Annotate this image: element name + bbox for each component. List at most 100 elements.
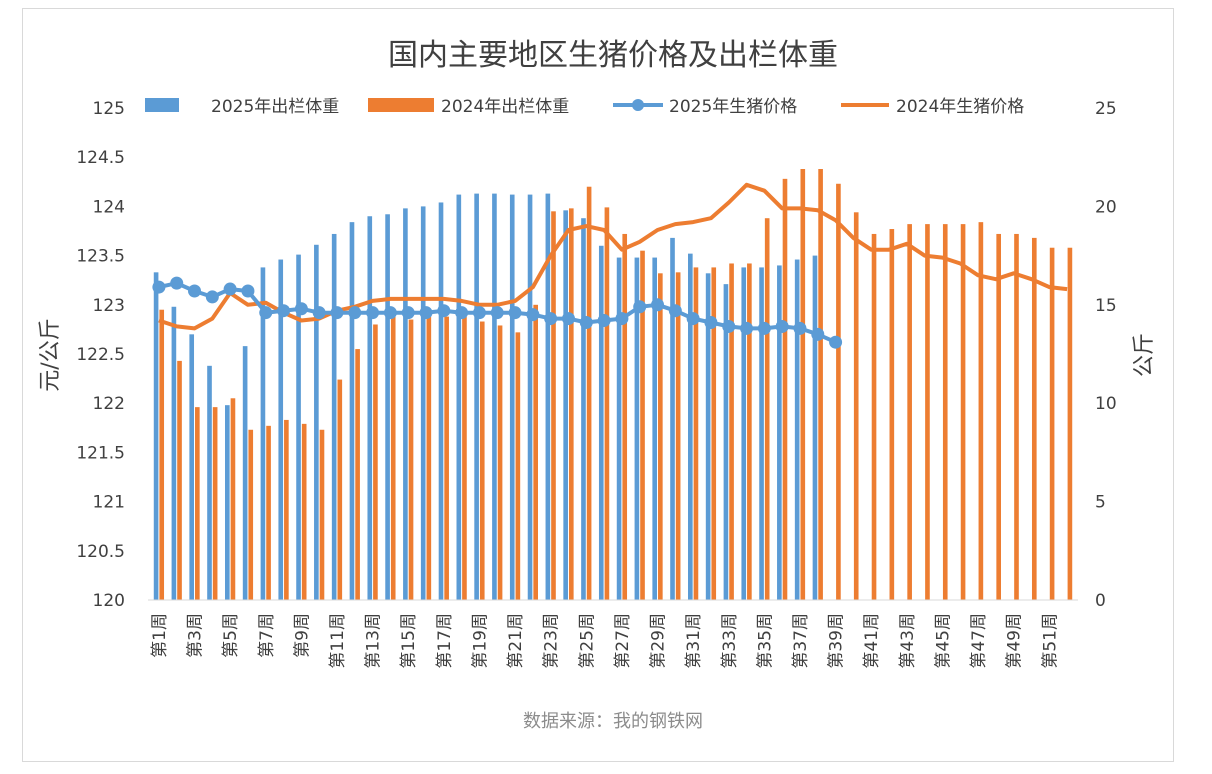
- bar-2024-weight: [337, 379, 343, 600]
- point-2025-price: [651, 298, 665, 312]
- bar-2025-weight: [492, 193, 497, 600]
- point-2025-price: [152, 280, 166, 294]
- point-2025-price: [348, 306, 362, 320]
- bar-2024-weight: [586, 186, 592, 600]
- y-right-tick: 20: [1095, 197, 1117, 217]
- x-tick: 第35周: [755, 613, 775, 669]
- bar-2025-weight: [349, 222, 355, 601]
- bar-2024-weight: [658, 273, 663, 600]
- x-tick: 第11周: [328, 613, 348, 669]
- bar-2025-weight: [563, 210, 568, 600]
- x-tick: 第37周: [791, 613, 811, 669]
- point-2025-price: [401, 306, 415, 320]
- bar-2024-weight: [818, 169, 823, 600]
- x-tick: 第25周: [577, 613, 597, 669]
- y-left-tick: 124.5: [76, 148, 125, 168]
- bar-2025-weight: [777, 265, 782, 600]
- bar-2024-weight: [444, 316, 449, 600]
- bar-2025-weight: [438, 202, 444, 601]
- bar-2024-weight: [533, 304, 538, 600]
- y-axis-left: 125 124.5 124 123.5 123 122.5 122 121.5 121 120.5…: [76, 99, 125, 611]
- x-tick: 第29周: [649, 613, 669, 669]
- bar-2024-weight: [426, 316, 432, 600]
- y-left-tick: 120: [93, 591, 125, 611]
- bar-2024-weight: [177, 360, 182, 600]
- bar-2024-weight: [301, 423, 307, 600]
- bar-2025-weight: [420, 206, 426, 600]
- point-2025-price: [722, 319, 736, 333]
- point-2025-price: [205, 290, 219, 304]
- bar-2024-weight: [266, 425, 271, 600]
- bar-2025-weight: [527, 194, 533, 601]
- bar-2025-weight: [278, 259, 284, 600]
- point-2025-price: [597, 314, 611, 328]
- legend-label-2: 2025年生猪价格: [669, 97, 797, 117]
- bar-2025-weight: [581, 218, 586, 600]
- bar-2024-weight: [764, 218, 770, 600]
- bar-2025-weight: [545, 193, 551, 600]
- legend-swatch-0: [145, 98, 179, 112]
- y-right-tick: 0: [1095, 591, 1106, 611]
- y-right-tick: 10: [1095, 394, 1117, 414]
- point-2025-price: [330, 306, 344, 320]
- bar-2024-weight: [693, 267, 699, 600]
- bar-2025-weight: [225, 405, 230, 600]
- legend-label-1: 2024年出栏体重: [441, 97, 569, 117]
- x-tick: 第33周: [720, 613, 740, 669]
- x-tick: 第9周: [292, 613, 312, 658]
- bar-2025-weight: [456, 194, 462, 601]
- bar-2024-weight: [853, 212, 859, 600]
- legend: 2025年出栏体重 2024年出栏体重 2025年生猪价格 2024年生猪价格: [145, 97, 1024, 117]
- series-2024-price-line: [158, 182, 1068, 331]
- point-2025-price: [704, 316, 718, 330]
- x-tick: 第51周: [1040, 613, 1060, 669]
- bar-2024-weight: [978, 222, 984, 601]
- bar-2024-weight: [871, 233, 877, 600]
- point-2025-price: [472, 306, 486, 320]
- y-left-tick: 123.5: [76, 247, 125, 267]
- bar-2025-weight: [367, 216, 373, 601]
- series-2025-price-line: [152, 276, 843, 349]
- x-tick: 第7周: [257, 613, 277, 658]
- bar-2024-weight: [515, 332, 521, 600]
- chart-title: 国内主要地区生猪价格及出栏体重: [388, 38, 838, 73]
- bar-2024-weight: [1049, 247, 1055, 600]
- x-tick: 第41周: [862, 613, 882, 669]
- point-2025-price: [633, 300, 647, 314]
- y-right-tick: 15: [1095, 296, 1117, 316]
- bar-2025-weight: [723, 284, 729, 600]
- series-2025-weight-bars: [153, 193, 818, 601]
- y-left-tick: 121.5: [76, 443, 125, 463]
- bar-2024-weight: [942, 224, 948, 600]
- bar-2024-weight: [836, 183, 841, 600]
- legend-label-0: 2025年出栏体重: [211, 97, 339, 117]
- bar-2025-weight: [634, 257, 640, 600]
- y-left-tick: 121: [93, 493, 125, 513]
- bar-2024-weight: [925, 224, 930, 600]
- y-left-tick: 122: [93, 394, 125, 414]
- bar-2024-weight: [800, 169, 806, 600]
- bar-2024-weight: [212, 407, 218, 600]
- bar-2025-weight: [759, 267, 764, 600]
- point-2025-price: [312, 306, 326, 320]
- y-left-title: 元/公斤: [38, 318, 63, 391]
- point-2025-price: [615, 312, 629, 326]
- bar-2024-weight: [1031, 237, 1037, 600]
- bar-2024-weight: [622, 233, 628, 600]
- bar-2025-weight: [670, 237, 675, 600]
- y-left-tick: 122.5: [76, 345, 125, 365]
- bar-2024-weight: [711, 267, 717, 600]
- bar-2025-weight: [474, 193, 479, 600]
- bar-2024-weight: [355, 349, 360, 600]
- bar-2024-weight: [729, 263, 734, 600]
- point-2025-price: [419, 306, 433, 320]
- x-tick: 第23周: [542, 613, 562, 669]
- bar-2024-weight: [195, 407, 200, 600]
- chart-frame: 国内主要地区生猪价格及出栏体重 2025年出栏体重 2024年出栏体重 2025…: [22, 8, 1174, 762]
- bar-2025-weight: [794, 259, 800, 600]
- bar-2024-weight: [996, 233, 1001, 600]
- x-tick: 第13周: [364, 613, 384, 669]
- chart-svg: 国内主要地区生猪价格及出栏体重 2025年出栏体重 2024年出栏体重 2025…: [38, 38, 1157, 732]
- x-tick: 第43周: [898, 613, 918, 669]
- point-2025-price: [829, 335, 843, 349]
